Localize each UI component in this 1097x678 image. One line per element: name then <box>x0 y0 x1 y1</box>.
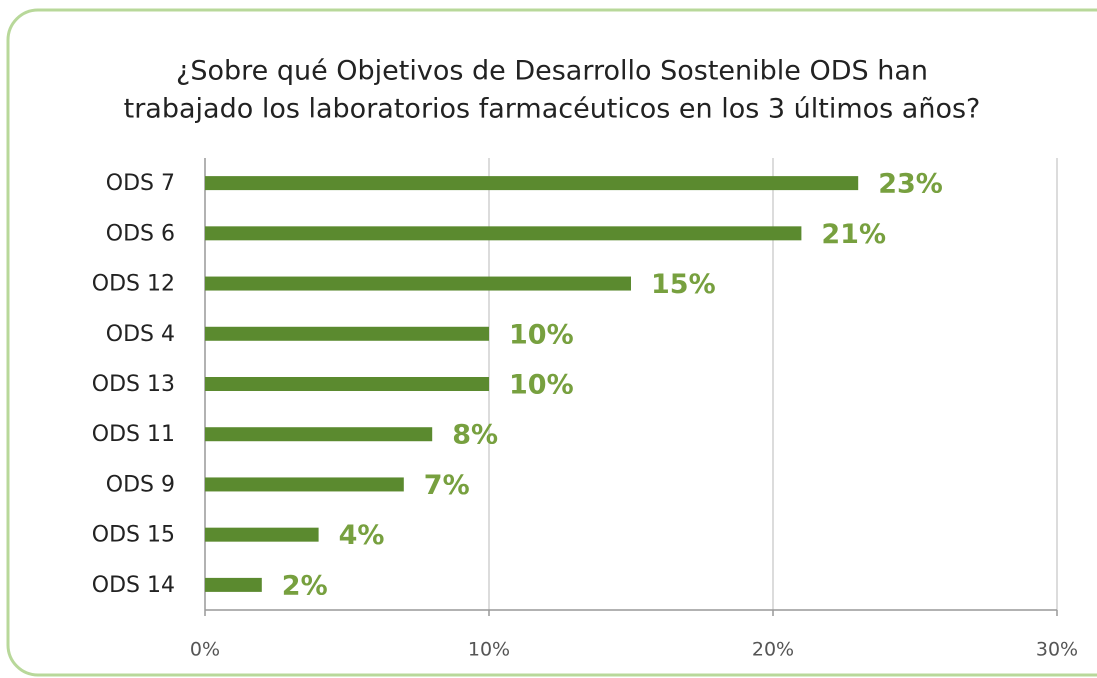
bar <box>205 427 433 442</box>
bar <box>205 527 319 542</box>
bar <box>205 477 404 492</box>
value-label: 23% <box>878 169 943 200</box>
bar <box>205 276 631 291</box>
bar <box>205 377 489 391</box>
y-tick-label: ODS 11 <box>92 422 175 447</box>
y-tick-label: ODS 15 <box>92 523 175 548</box>
x-tick-label: 0% <box>190 639 220 661</box>
x-tick-label: 30% <box>1036 639 1078 661</box>
bar <box>205 326 489 341</box>
value-label: 15% <box>651 269 716 300</box>
x-tick-label: 20% <box>752 639 794 661</box>
value-label: 2% <box>282 570 328 601</box>
value-label: 10% <box>509 370 574 401</box>
value-label: 10% <box>509 319 574 350</box>
y-tick-label: ODS 7 <box>106 171 175 196</box>
y-tick-label: ODS 12 <box>92 272 175 297</box>
y-tick-label: ODS 9 <box>106 472 175 497</box>
value-label: 4% <box>339 520 385 551</box>
value-label: 21% <box>821 219 886 250</box>
y-tick-label: ODS 6 <box>106 221 175 246</box>
bar <box>205 226 802 241</box>
y-tick-label: ODS 14 <box>92 573 175 598</box>
value-label: 7% <box>424 470 470 501</box>
chart-title: ¿Sobre qué Objetivos de Desarrollo Soste… <box>176 56 928 87</box>
chart-title: trabajado los laboratorios farmacéuticos… <box>124 94 981 125</box>
bar <box>205 577 262 592</box>
value-label: 8% <box>452 420 498 451</box>
y-tick-label: ODS 13 <box>92 372 175 397</box>
bar <box>205 176 859 191</box>
x-tick-label: 10% <box>468 639 510 661</box>
y-tick-label: ODS 4 <box>106 322 175 347</box>
